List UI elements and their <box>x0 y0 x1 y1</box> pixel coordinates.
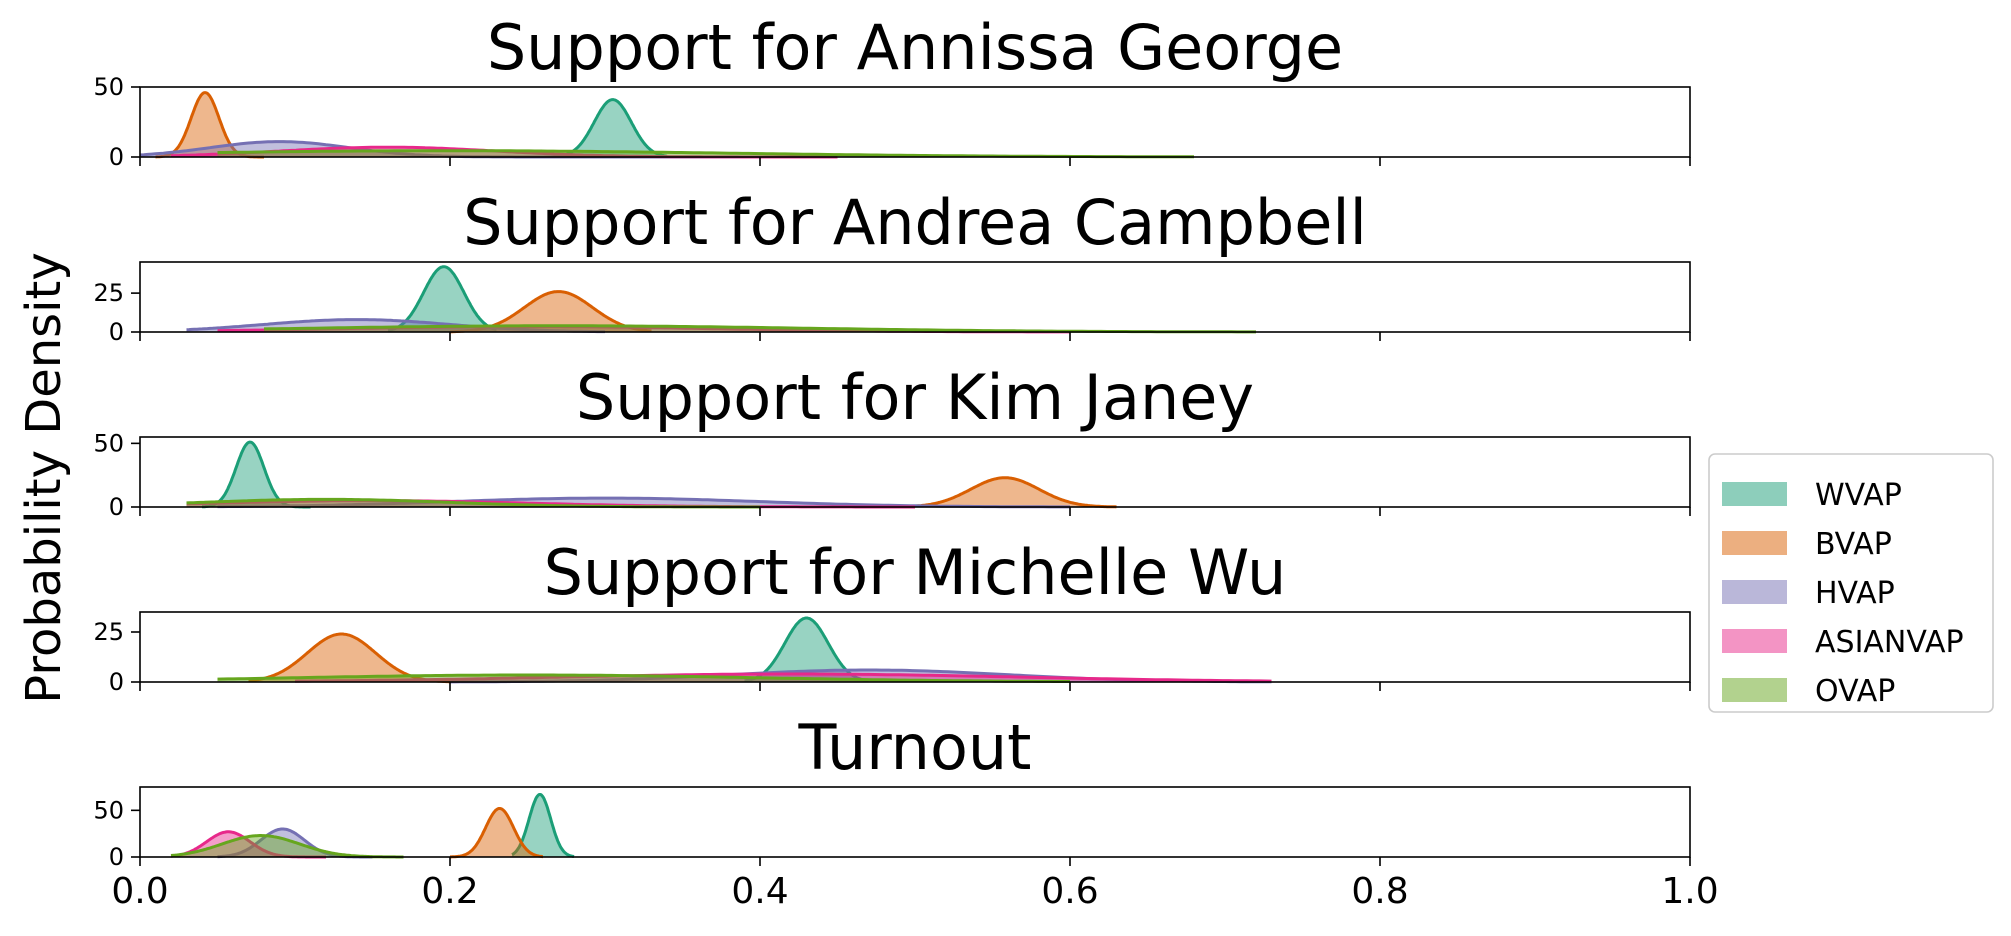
x-tick-label: 0.6 <box>1041 871 1098 912</box>
x-tick-label: 0.2 <box>421 871 478 912</box>
density-fill-bvap <box>450 291 652 332</box>
legend-label: HVAP <box>1815 576 1895 611</box>
legend-label: BVAP <box>1815 527 1892 562</box>
y-axis-label: Probability Density <box>16 252 72 703</box>
legend-item-bvap: BVAP <box>1722 527 1892 562</box>
density-series-group <box>139 91 1194 159</box>
x-tick-label: 0.0 <box>111 871 168 912</box>
density-fill-wvap <box>202 442 311 507</box>
density-series-group <box>170 793 575 859</box>
density-fill-wvap <box>388 266 497 332</box>
legend-item-wvap: WVAP <box>1722 478 1902 513</box>
legend: WVAP BVAP HVAP ASIANVAP OVAP <box>1708 453 1994 713</box>
density-line-wvap <box>558 98 668 158</box>
density-line-ovap <box>217 673 1070 683</box>
y-tick-label: 25 <box>93 279 124 307</box>
panel-support-for-andrea-campbell: Support for Andrea Campbell 0 25 <box>93 186 1691 346</box>
legend-label: ASIANVAP <box>1815 625 1964 660</box>
density-fill-hvap <box>140 141 760 157</box>
density-fill-bvap <box>450 808 543 857</box>
panel-turnout: Turnout 0 50 0.0 0.2 0.4 0.6 0.8 1.0 <box>93 711 1718 912</box>
density-fill-wvap <box>558 99 667 157</box>
panel-title: Support for Andrea Campbell <box>463 186 1367 259</box>
panel-title: Support for Kim Janey <box>576 361 1254 434</box>
panel-frame <box>139 786 1691 858</box>
legend-swatch <box>1722 531 1787 555</box>
panel-frame <box>139 86 1691 158</box>
y-tick-label: 0 <box>109 493 124 521</box>
density-line-bvap <box>450 807 543 859</box>
x-tick-label: 0.4 <box>731 871 788 912</box>
panel-title: Turnout <box>798 711 1032 784</box>
y-tick-label: 50 <box>93 429 124 457</box>
density-series-group <box>186 440 1117 509</box>
x-tick-label: 1.0 <box>1661 871 1718 912</box>
legend-label: WVAP <box>1815 478 1902 513</box>
density-series-group <box>217 616 1272 684</box>
legend-item-ovap: OVAP <box>1722 674 1895 709</box>
panel-frame <box>139 261 1691 333</box>
density-fill-wvap <box>744 618 869 682</box>
density-line-hvap <box>186 318 605 334</box>
density-line-bvap <box>899 476 1117 509</box>
density-fill-asianvap <box>171 831 326 857</box>
density-line-bvap <box>248 632 450 684</box>
panel-support-for-kim-janey: Support for Kim Janey 0 50 <box>93 361 1691 521</box>
density-line-wvap <box>511 793 575 859</box>
panel-title: Support for Michelle Wu <box>544 536 1287 609</box>
density-series-group <box>186 265 1256 334</box>
panel-frame <box>139 611 1691 683</box>
y-tick-label: 0 <box>109 143 124 171</box>
density-fill-bvap <box>248 634 450 682</box>
panel-frame <box>139 436 1691 508</box>
legend-label: OVAP <box>1815 674 1895 709</box>
panel-support-for-annissa-george: Support for Annissa George 0 50 <box>93 11 1691 171</box>
density-fill-ovap <box>171 835 404 857</box>
y-tick-label: 50 <box>93 73 124 101</box>
y-tick-label: 0 <box>109 843 124 871</box>
y-tick-label: 50 <box>93 796 124 824</box>
density-line-asianvap <box>294 672 1272 683</box>
legend-item-hvap: HVAP <box>1722 576 1895 611</box>
y-tick-label: 25 <box>93 618 124 646</box>
legend-swatch <box>1722 629 1787 653</box>
panel-support-for-michelle-wu: Support for Michelle Wu 0 25 <box>93 536 1691 696</box>
density-fill-wvap <box>512 794 574 857</box>
panel-title: Support for Annissa George <box>487 11 1343 84</box>
density-line-hvap <box>217 496 1070 509</box>
legend-swatch <box>1722 482 1787 506</box>
density-fill-bvap <box>899 477 1117 507</box>
x-tick-label: 0.8 <box>1351 871 1408 912</box>
legend-swatch <box>1722 580 1787 604</box>
legend-item-asianvap: ASIANVAP <box>1722 625 1964 660</box>
y-tick-label: 0 <box>109 668 124 696</box>
legend-swatch <box>1722 678 1787 702</box>
y-tick-label: 0 <box>109 318 124 346</box>
